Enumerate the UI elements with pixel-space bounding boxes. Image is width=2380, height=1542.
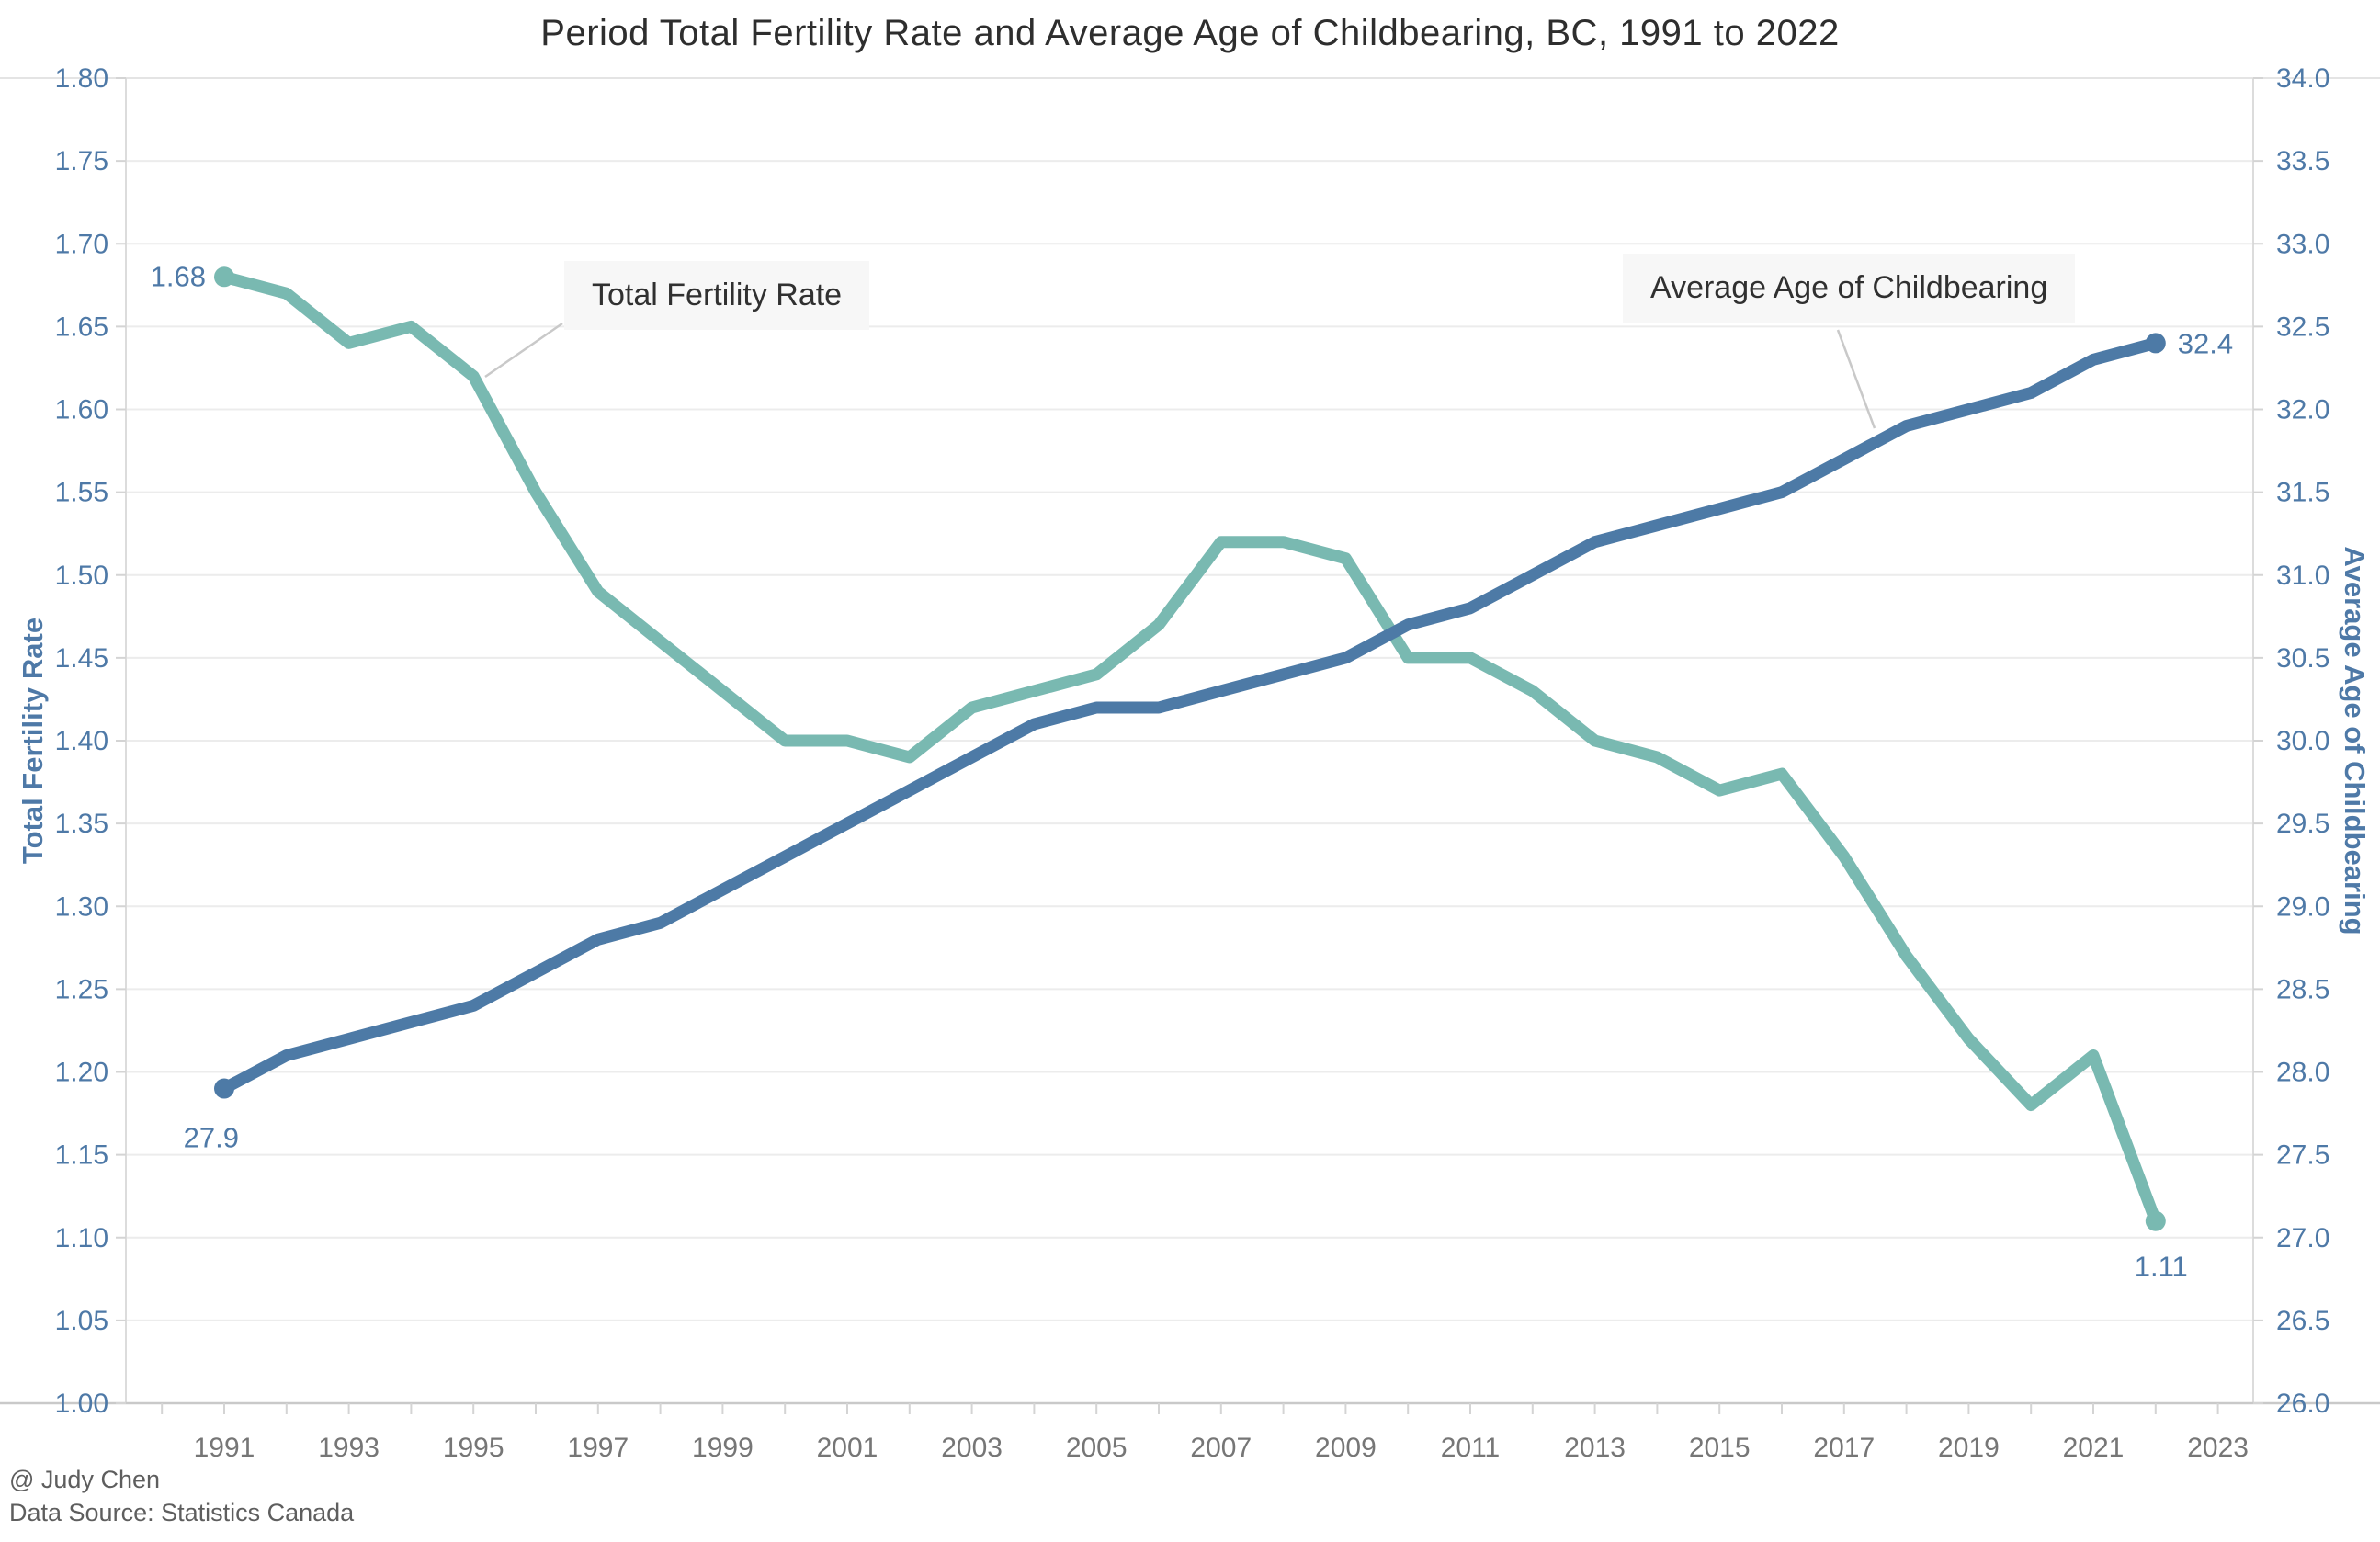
x-tick-label: 2023 (2187, 1433, 2249, 1463)
right-tick-label: 31.0 (2276, 561, 2329, 591)
x-tick-label: 2001 (817, 1433, 878, 1463)
left-tick-label: 1.65 (55, 312, 108, 342)
tfr-start-dot (214, 266, 234, 288)
right-tick-label: 27.0 (2276, 1223, 2329, 1253)
x-tick-label: 2017 (1813, 1433, 1875, 1463)
tfr-annotation-label: Total Fertility Rate (564, 261, 870, 330)
right-tick-label: 33.0 (2276, 229, 2329, 259)
tfr-annotation-leader (484, 322, 563, 379)
aac-annotation-leader (1836, 329, 1876, 429)
right-axis-title: Average Age of Childbearing (2339, 546, 2371, 935)
chart-title: Period Total Fertility Rate and Average … (540, 13, 1840, 53)
left-tick-label: 1.05 (55, 1306, 108, 1336)
x-tick-label: 2007 (1190, 1433, 1252, 1463)
credit-author: @ Judy Chen (9, 1466, 160, 1493)
x-tick-label: 2021 (2063, 1433, 2125, 1463)
right-tick-label: 26.5 (2276, 1306, 2329, 1336)
aac-start-value-label: 27.9 (184, 1122, 239, 1154)
x-tick-label: 1999 (692, 1433, 754, 1463)
right-tick-label: 28.5 (2276, 974, 2329, 1004)
aac-end-dot (2145, 333, 2166, 354)
left-tick-label: 1.20 (55, 1058, 108, 1088)
x-tick-label: 1993 (318, 1433, 380, 1463)
credits: @ Judy Chen Data Source: Statistics Cana… (9, 1463, 354, 1529)
right-tick-label: 30.5 (2276, 643, 2329, 674)
x-tick-label: 2013 (1564, 1433, 1626, 1463)
left-tick-label: 1.55 (55, 478, 108, 508)
right-tick-label: 30.0 (2276, 726, 2329, 756)
right-tick-label: 34.0 (2276, 63, 2329, 94)
tfr-start-value-label: 1.68 (151, 260, 206, 292)
left-tick-label: 1.25 (55, 974, 108, 1004)
left-tick-label: 1.80 (55, 63, 108, 94)
right-tick-label: 32.5 (2276, 312, 2329, 342)
x-tick-label: 1997 (567, 1433, 629, 1463)
right-tick-label: 26.0 (2276, 1389, 2329, 1419)
aac-end-value-label: 32.4 (2178, 327, 2233, 359)
left-tick-label: 1.30 (55, 891, 108, 922)
x-tick-label: 2005 (1066, 1433, 1128, 1463)
left-tick-label: 1.60 (55, 395, 108, 425)
right-tick-label: 29.5 (2276, 809, 2329, 839)
left-tick-label: 1.40 (55, 726, 108, 756)
right-tick-label: 27.5 (2276, 1140, 2329, 1171)
left-tick-label: 1.00 (55, 1389, 108, 1419)
right-tick-label: 29.0 (2276, 891, 2329, 922)
x-tick-label: 1991 (194, 1433, 255, 1463)
x-tick-label: 1995 (443, 1433, 504, 1463)
right-tick-label: 31.5 (2276, 478, 2329, 508)
x-tick-label: 2015 (1689, 1433, 1751, 1463)
left-tick-label: 1.10 (55, 1223, 108, 1253)
aac-line (218, 336, 2162, 1094)
left-axis-title: Total Fertility Rate (17, 617, 49, 865)
left-tick-label: 1.45 (55, 643, 108, 674)
right-tick-label: 33.5 (2276, 146, 2329, 176)
right-tick-label: 28.0 (2276, 1058, 2329, 1088)
credit-source: Data Source: Statistics Canada (9, 1499, 355, 1526)
tfr-end-value-label: 1.11 (2135, 1251, 2188, 1283)
left-tick-label: 1.15 (55, 1140, 108, 1171)
x-tick-label: 2019 (1938, 1433, 2000, 1463)
x-tick-label: 2003 (941, 1433, 1003, 1463)
x-tick-label: 2011 (1441, 1433, 1501, 1463)
aac-start-dot (214, 1078, 234, 1099)
left-tick-label: 1.50 (55, 561, 108, 591)
left-tick-label: 1.70 (55, 229, 108, 259)
x-tick-label: 2009 (1315, 1433, 1377, 1463)
right-tick-label: 32.0 (2276, 395, 2329, 425)
left-tick-label: 1.75 (55, 146, 108, 176)
tfr-end-dot (2145, 1210, 2166, 1231)
tfr-line (218, 270, 2162, 1228)
left-tick-label: 1.35 (55, 809, 108, 839)
aac-annotation-label: Average Age of Childbearing (1623, 254, 2076, 323)
